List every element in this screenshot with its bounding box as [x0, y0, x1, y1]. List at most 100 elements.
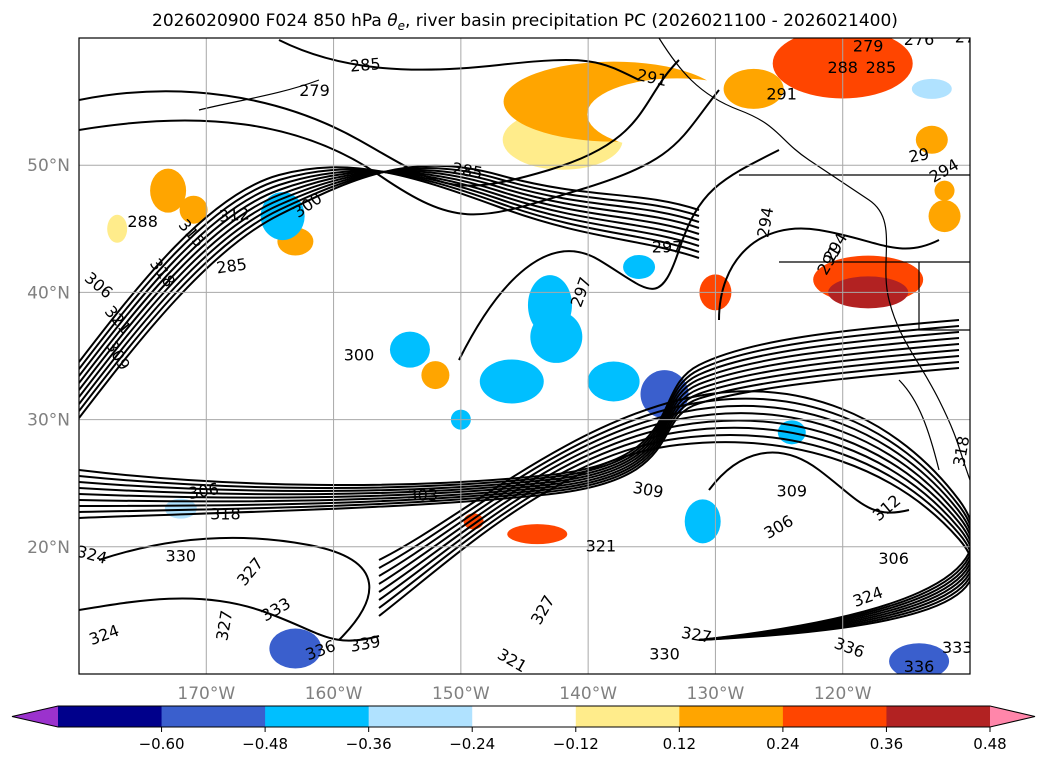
theta-e-contour	[79, 355, 960, 507]
theta-e-contour	[378, 390, 970, 641]
lat-tick-label: 20°N	[27, 538, 70, 558]
colorbar-extend-low	[12, 706, 58, 727]
precip-blob	[934, 180, 955, 201]
theta-e-contour	[98, 536, 371, 641]
precip-blob	[179, 195, 208, 224]
contour-label: 330	[166, 546, 197, 565]
precip-blob	[389, 331, 430, 368]
precip-blob	[684, 499, 721, 544]
theta-e-contour	[708, 451, 910, 514]
colorbar-tick-label: 0.24	[766, 735, 799, 753]
precip-blob	[479, 359, 544, 404]
contour-label: 291	[766, 85, 797, 104]
colorbar-segment	[575, 706, 680, 727]
colorbar-tick-label: −0.48	[242, 735, 288, 753]
colorbar: −0.60 −0.48 −0.36 −0.24 −0.12 0.12 0.24 0.36 0.4…	[11, 705, 1036, 753]
lat-tick-label: 50°N	[27, 156, 70, 176]
theta-e-contour	[79, 59, 680, 187]
colorbar-tick-label: −0.24	[449, 735, 495, 753]
theta-e-contour	[79, 164, 700, 419]
precip-blob	[463, 513, 484, 530]
precip-blob	[421, 361, 450, 390]
precip-blob	[107, 214, 128, 243]
theta-e-contour	[79, 319, 960, 487]
chart-title: 2026020900 F024 850 hPa θe, river basin …	[152, 11, 898, 33]
contour-label: 29	[907, 144, 930, 166]
theta-e-contour	[378, 405, 970, 641]
theta-e-contour	[79, 89, 720, 216]
precip-blob	[587, 361, 640, 402]
precip-blob	[530, 310, 583, 363]
map-frame	[78, 37, 971, 675]
theta-e-contour	[79, 349, 960, 503]
contour-label: 288	[827, 58, 858, 77]
colorbar-segment	[265, 706, 370, 727]
theta-e-contour	[378, 434, 970, 641]
precip-blob	[723, 68, 784, 109]
contour-label: 285	[349, 54, 381, 76]
latitude-tick-labels: 20°N 30°N 40°N 50°N	[27, 156, 70, 558]
theta-e-contour	[718, 227, 940, 321]
colorbar-segment	[782, 706, 887, 727]
lon-tick-label: 120°W	[814, 684, 872, 704]
coastline	[918, 262, 970, 331]
colorbar-segment	[472, 706, 577, 727]
colorbar-segment	[886, 706, 991, 727]
contour-label: 318	[210, 505, 241, 524]
lon-tick-label: 130°W	[687, 684, 745, 704]
contour-label: 300	[344, 346, 375, 365]
colorbar-tick-label: 0.48	[973, 735, 1006, 753]
contour-label: 333	[942, 638, 973, 657]
contour-label: 321	[586, 536, 617, 555]
lon-tick-label: 140°W	[559, 684, 617, 704]
theta-e-contour	[378, 412, 970, 641]
coastline	[658, 38, 970, 481]
theta-e-contour	[378, 397, 970, 641]
precip-blob	[975, 637, 991, 661]
contour-label: 285	[866, 58, 897, 77]
lat-tick-label: 30°N	[27, 411, 70, 431]
theta-e-contour	[458, 149, 780, 361]
precip-blob	[915, 125, 948, 154]
colorbar-segment	[58, 706, 163, 727]
theta-e-contour	[79, 361, 960, 513]
theta-e-contour	[79, 343, 960, 499]
theta-e-contour	[79, 167, 700, 412]
contour-label: 318	[949, 435, 973, 468]
precip-blob	[587, 78, 768, 151]
theta-e-contour	[79, 331, 960, 493]
contour-label: 273	[955, 28, 986, 47]
contour-label: 276	[904, 30, 935, 49]
colorbar-tick-label: −0.60	[139, 735, 185, 753]
precip-blob	[911, 78, 952, 99]
lon-tick-label: 160°W	[305, 684, 363, 704]
coastline	[898, 379, 940, 471]
contour-label: 336	[904, 657, 935, 676]
contour-label: 279	[853, 36, 884, 55]
contour-label: 306	[878, 549, 909, 568]
colorbar-segment	[679, 706, 784, 727]
colorbar-extend-high	[990, 706, 1035, 727]
map-gridlines	[79, 38, 970, 674]
theta-e-contour	[378, 419, 970, 641]
coastlines	[198, 38, 970, 481]
theta-e-contour	[79, 367, 960, 519]
lon-tick-label: 170°W	[177, 684, 235, 704]
precip-blob	[928, 200, 961, 233]
colorbar-tick-label: −0.12	[553, 735, 599, 753]
theta-e-contour	[278, 39, 640, 81]
precip-blob	[971, 232, 995, 252]
precip-blob	[889, 643, 950, 674]
contour-label: 279	[299, 81, 330, 100]
precip-blob	[269, 628, 322, 669]
colorbar-outline	[11, 705, 1036, 728]
precip-blob	[623, 254, 656, 279]
longitude-tick-labels: 170°W 160°W 150°W 140°W 130°W 120°W	[177, 684, 871, 704]
contour-label: 312	[218, 204, 250, 226]
theta-e-contour	[79, 166, 700, 363]
colorbar-tick-label: 0.36	[870, 735, 903, 753]
contour-label: 303	[407, 485, 438, 504]
